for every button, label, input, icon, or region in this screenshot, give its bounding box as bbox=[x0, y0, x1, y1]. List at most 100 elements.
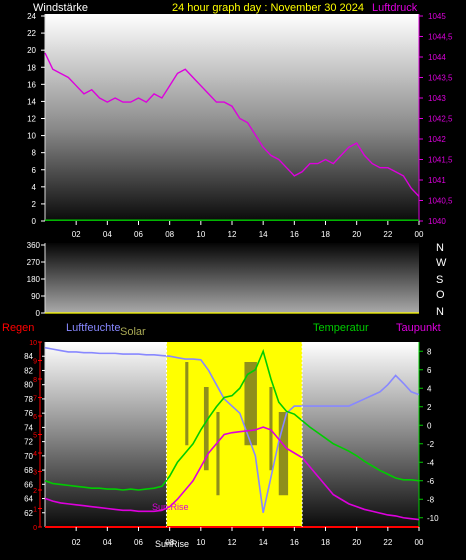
x-tick-label: 04 bbox=[103, 538, 112, 547]
temp-tick-label: -8 bbox=[427, 495, 435, 504]
rain-tick-label: 7 bbox=[33, 396, 37, 403]
hum-tick-label: 82 bbox=[24, 366, 33, 375]
left-tick-label: 10 bbox=[27, 132, 36, 141]
rain-title: Regen bbox=[2, 322, 34, 334]
temp-tick-label: 2 bbox=[427, 403, 432, 412]
dir-tick-label: 180 bbox=[27, 275, 41, 284]
x-tick-label: 14 bbox=[259, 538, 268, 547]
solar-gap bbox=[278, 412, 289, 496]
hum-tick-label: 78 bbox=[24, 395, 33, 404]
temp-tick-label: -10 bbox=[427, 514, 439, 523]
rain-tick-label: 0 bbox=[33, 525, 37, 532]
left-tick-label: 6 bbox=[32, 166, 37, 175]
dir-tick-label: 0 bbox=[36, 309, 41, 318]
rain-tick-label: 2 bbox=[33, 488, 37, 495]
x-tick-label: 08 bbox=[165, 538, 174, 547]
temp-tick-label: -6 bbox=[427, 477, 435, 486]
x-tick-label: 14 bbox=[259, 230, 268, 239]
sunrise-label: SunRise bbox=[155, 539, 189, 549]
pressure-title: Luftdruck bbox=[372, 2, 418, 14]
x-tick-label: 00 bbox=[415, 538, 424, 547]
x-tick-label: 08 bbox=[165, 230, 174, 239]
solar-title: Solar bbox=[120, 326, 146, 338]
rain-tick-label: 6 bbox=[33, 414, 37, 421]
temp-tick-label: -2 bbox=[427, 440, 435, 449]
compass-label-n-bottom: N bbox=[436, 306, 444, 318]
compass-label-s: S bbox=[436, 274, 443, 286]
temp-tick-label: 6 bbox=[427, 366, 432, 375]
compass-label-w: W bbox=[436, 257, 447, 269]
x-tick-label: 22 bbox=[383, 538, 392, 547]
compass-label-o: O bbox=[436, 289, 445, 301]
x-tick-label: 16 bbox=[290, 230, 299, 239]
x-tick-label: 20 bbox=[352, 538, 361, 547]
right-tick-label: 1040 bbox=[428, 217, 446, 226]
x-tick-label: 18 bbox=[321, 538, 330, 547]
chart-title: 24 hour graph day : November 30 2024 bbox=[172, 2, 364, 14]
dir-tick-label: 90 bbox=[31, 292, 40, 301]
left-tick-label: 8 bbox=[32, 149, 37, 158]
hum-tick-label: 70 bbox=[24, 452, 33, 461]
dir-tick-label: 360 bbox=[27, 241, 41, 250]
x-tick-label: 20 bbox=[352, 230, 361, 239]
rain-tick-label: 4 bbox=[33, 451, 37, 458]
sunset-inline-label: Sun.Rise bbox=[152, 502, 189, 512]
right-tick-label: 1043 bbox=[428, 94, 446, 103]
rain-tick-label: 10 bbox=[29, 340, 37, 347]
dewpoint-title: Taupunkt bbox=[396, 322, 441, 334]
hum-tick-label: 76 bbox=[24, 409, 33, 418]
wind-title: Windstärke bbox=[33, 2, 88, 14]
rain-tick-label: 5 bbox=[33, 433, 37, 440]
left-tick-label: 22 bbox=[27, 29, 36, 38]
right-tick-label: 1042 bbox=[428, 135, 446, 144]
compass-label-n-top: N bbox=[436, 242, 444, 254]
rain-tick-label: 9 bbox=[33, 359, 37, 366]
right-tick-label: 1041,5 bbox=[428, 156, 453, 165]
x-tick-label: 06 bbox=[134, 230, 143, 239]
left-tick-label: 4 bbox=[32, 183, 37, 192]
x-tick-label: 18 bbox=[321, 230, 330, 239]
x-tick-label: 02 bbox=[72, 230, 81, 239]
solar-gap bbox=[216, 412, 220, 496]
series-line-luftfeuchte bbox=[44, 346, 420, 513]
left-tick-label: 2 bbox=[32, 200, 37, 209]
hum-tick-label: 66 bbox=[24, 480, 33, 489]
temp-tick-label: 0 bbox=[427, 421, 432, 430]
series-line-temperatur bbox=[44, 348, 420, 491]
hum-tick-label: 68 bbox=[24, 466, 33, 475]
rain-tick-label: 3 bbox=[33, 470, 37, 477]
left-tick-label: 24 bbox=[27, 12, 36, 21]
solar-gap bbox=[203, 387, 209, 471]
x-tick-label: 16 bbox=[290, 538, 299, 547]
left-tick-label: 20 bbox=[27, 46, 36, 55]
x-tick-label: 12 bbox=[228, 230, 237, 239]
hum-tick-label: 64 bbox=[24, 495, 33, 504]
x-tick-label: 02 bbox=[72, 538, 81, 547]
hum-tick-label: 62 bbox=[24, 509, 33, 518]
humidity-title: Luftfeuchte bbox=[66, 322, 120, 334]
temp-tick-label: -4 bbox=[427, 458, 435, 467]
hum-tick-label: 80 bbox=[24, 381, 33, 390]
series-line-taupunkt bbox=[44, 426, 420, 521]
x-tick-label: 10 bbox=[196, 538, 205, 547]
x-tick-label: 12 bbox=[228, 538, 237, 547]
x-tick-label: 22 bbox=[383, 230, 392, 239]
solar-gap bbox=[185, 362, 189, 446]
right-tick-label: 1040,5 bbox=[428, 197, 453, 206]
temperature-title: Temperatur bbox=[313, 322, 369, 334]
right-tick-label: 1043,5 bbox=[428, 74, 453, 83]
right-tick-label: 1044 bbox=[428, 53, 446, 62]
series-line-luftdruck bbox=[44, 52, 420, 197]
left-tick-label: 16 bbox=[27, 80, 36, 89]
x-tick-label: 04 bbox=[103, 230, 112, 239]
temp-tick-label: 4 bbox=[427, 384, 432, 393]
right-tick-label: 1045 bbox=[428, 12, 446, 21]
wind-dir-plot-area bbox=[45, 243, 419, 313]
right-tick-label: 1041 bbox=[428, 176, 446, 185]
hum-tick-label: 72 bbox=[24, 438, 33, 447]
rain-tick-label: 8 bbox=[33, 377, 37, 384]
dir-tick-label: 270 bbox=[27, 258, 41, 267]
right-tick-label: 1044,5 bbox=[428, 33, 453, 42]
